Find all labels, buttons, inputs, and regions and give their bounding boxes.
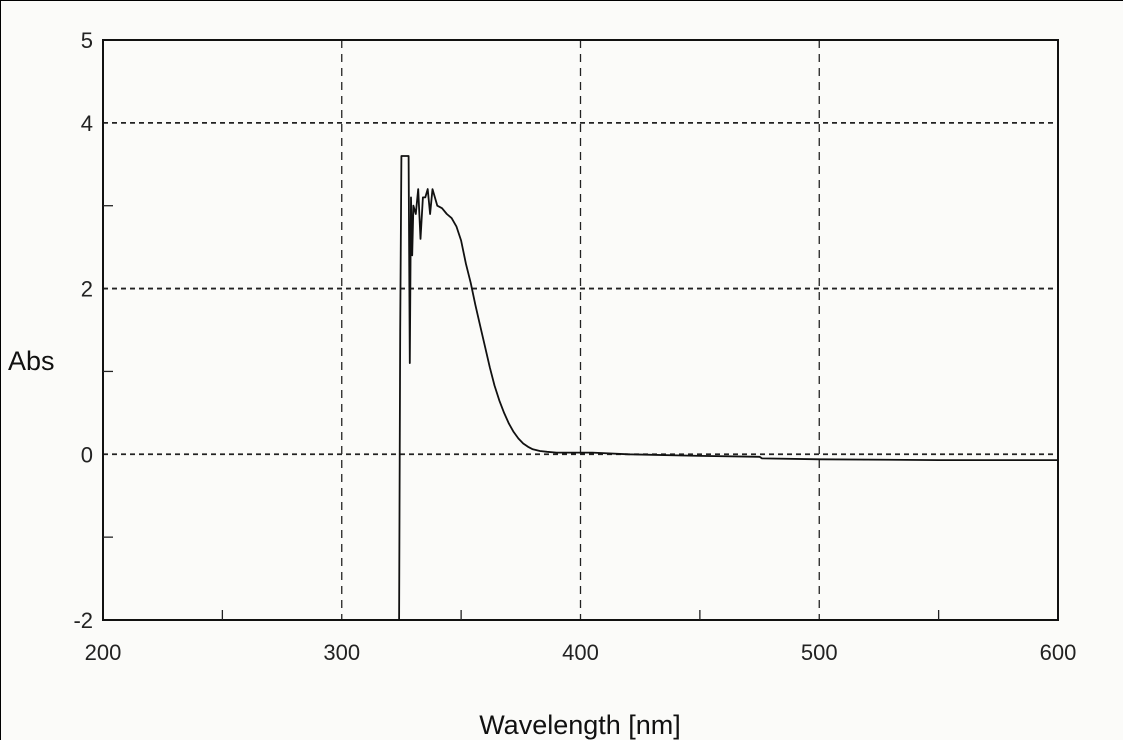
axis-ticks: 200 300 400 500 600 5 4 2 0 -2 (73, 28, 1076, 665)
x-axis-title: Wavelength [nm] (479, 710, 681, 740)
series-layer (398, 155, 1058, 621)
frame-top-border (0, 0, 1123, 1)
y-tick-label: 2 (81, 277, 93, 302)
grid (103, 40, 1058, 620)
x-tick-label: 300 (323, 640, 360, 665)
absorbance-series-line (398, 155, 1058, 621)
x-tick-label: 200 (85, 640, 122, 665)
x-tick-label: 400 (562, 640, 599, 665)
frame-left-border (0, 0, 1, 740)
y-axis-title: Abs (8, 346, 55, 376)
y-tick-label: 5 (81, 28, 93, 53)
x-tick-label: 600 (1040, 640, 1077, 665)
y-tick-label: 0 (81, 442, 93, 467)
y-tick-label: 4 (81, 111, 93, 136)
plot-area-border (102, 39, 1059, 621)
x-tick-label: 500 (801, 640, 838, 665)
y-tick-label: -2 (73, 608, 93, 633)
